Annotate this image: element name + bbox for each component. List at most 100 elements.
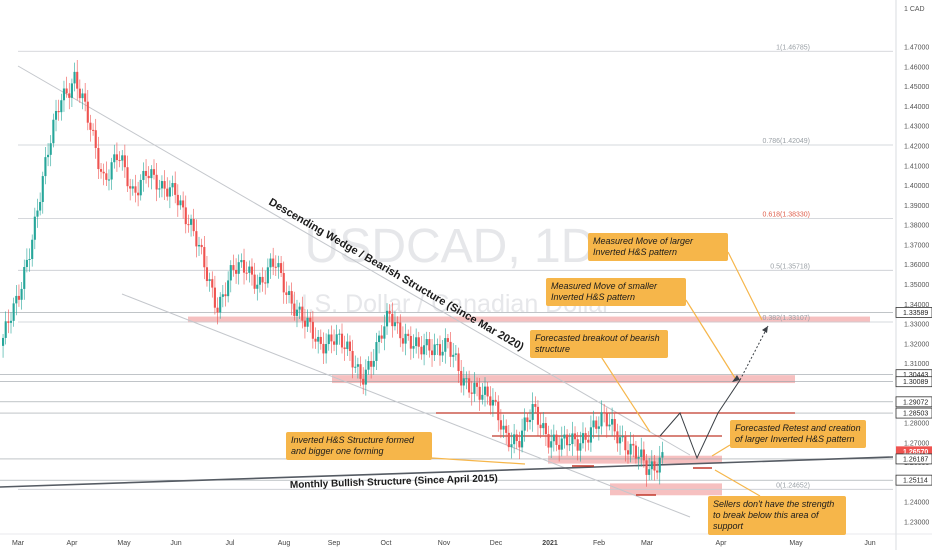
time-tick-label: May <box>117 540 131 547</box>
candle-body <box>57 110 60 113</box>
candle-body <box>491 399 494 406</box>
wedge-upper-line <box>17 65 691 456</box>
candle-body <box>208 279 211 282</box>
level-price-label: 1.29072 <box>903 399 928 406</box>
candle-body <box>608 424 611 427</box>
candle-body <box>536 406 540 425</box>
callout-pointer <box>714 469 761 497</box>
candle-body <box>552 434 555 442</box>
candle-body <box>563 434 566 439</box>
candle-body <box>542 423 545 429</box>
candle-body <box>637 457 640 459</box>
time-tick-label: Sep <box>328 540 341 547</box>
candle-body <box>158 188 161 190</box>
candle-body <box>621 436 624 438</box>
candle-body <box>611 419 614 425</box>
candle-body <box>444 338 447 352</box>
time-tick-label: Jun <box>170 540 181 547</box>
candle-body <box>528 419 532 423</box>
candle-body <box>9 320 13 323</box>
candle-body <box>483 386 487 395</box>
candle-body <box>319 336 322 344</box>
candle-body <box>31 239 34 260</box>
candle-body <box>428 339 431 351</box>
price-tick-label: 1.46000 <box>904 64 929 71</box>
candle-body <box>190 219 193 225</box>
candle-body <box>54 110 58 120</box>
candle-body <box>68 93 71 98</box>
candle-body <box>4 321 7 338</box>
price-tick-label: 1.45000 <box>904 84 929 91</box>
price-tick-label: 1.33000 <box>904 322 929 329</box>
callout-pointer <box>727 251 763 321</box>
candle-body <box>393 322 397 327</box>
support-resistance-zone <box>548 455 722 464</box>
candle-body <box>454 353 457 355</box>
candle-body <box>338 333 341 335</box>
wedge-lower-line <box>121 293 691 518</box>
candle-body <box>28 259 31 261</box>
candle-body <box>497 401 500 421</box>
candle-body <box>404 333 407 344</box>
price-tick-label: 1.23000 <box>904 520 929 527</box>
candle-body <box>618 437 622 444</box>
time-tick-label: Apr <box>716 540 728 547</box>
candle-body <box>481 394 484 400</box>
candle-body <box>589 427 592 443</box>
price-tick-label: 1.37000 <box>904 242 929 249</box>
candle-body <box>203 247 206 268</box>
candle-body <box>470 392 473 394</box>
candle-body <box>325 344 328 354</box>
candle-body <box>399 322 402 339</box>
candle-body <box>139 179 142 196</box>
candle-body <box>502 425 505 430</box>
candle-body <box>174 183 177 195</box>
candle-body <box>656 470 659 473</box>
candle-body <box>92 129 95 131</box>
price-tick-label: 1.28000 <box>904 421 929 428</box>
candle-body <box>303 320 306 327</box>
candle-body <box>105 173 108 180</box>
candle-body <box>65 88 68 94</box>
candle-body <box>417 337 420 347</box>
time-tick-label: Jun <box>864 540 875 547</box>
candle-body <box>89 122 92 130</box>
candle-body <box>248 266 251 273</box>
candle-body <box>600 412 603 427</box>
callout-pointer <box>599 354 651 433</box>
candle-body <box>327 334 330 345</box>
candle-body <box>475 382 479 387</box>
price-tick-label: 1.40000 <box>904 183 929 190</box>
price-tick-label: 1.32000 <box>904 341 929 348</box>
candle-body <box>478 386 481 400</box>
candle-body <box>584 433 587 440</box>
candle-body <box>568 444 571 446</box>
candle-body <box>229 265 232 281</box>
candle-body <box>44 157 47 177</box>
candle-body <box>15 295 18 304</box>
candle-body <box>25 259 28 268</box>
candle-body <box>380 335 383 339</box>
candle-body <box>550 441 553 448</box>
candle-body <box>566 434 569 446</box>
candle-body <box>346 341 349 350</box>
candle-body <box>571 433 574 445</box>
candle-body <box>39 201 42 211</box>
candle-body <box>423 345 426 355</box>
candle-body <box>282 272 285 293</box>
candle-body <box>184 207 187 225</box>
candle-body <box>468 378 471 393</box>
candle-body <box>391 313 394 327</box>
level-price-badge <box>895 307 932 318</box>
candle-body <box>171 183 174 188</box>
candle-body <box>84 93 87 102</box>
candle-body <box>285 292 288 295</box>
candle-body <box>415 337 418 347</box>
candle-body <box>333 341 336 345</box>
candle-body <box>351 351 354 368</box>
candle-body <box>449 341 452 357</box>
forecast-path <box>659 379 741 460</box>
candle-body <box>200 244 203 248</box>
time-tick-label: Aug <box>278 540 291 547</box>
candle-body <box>650 461 653 470</box>
